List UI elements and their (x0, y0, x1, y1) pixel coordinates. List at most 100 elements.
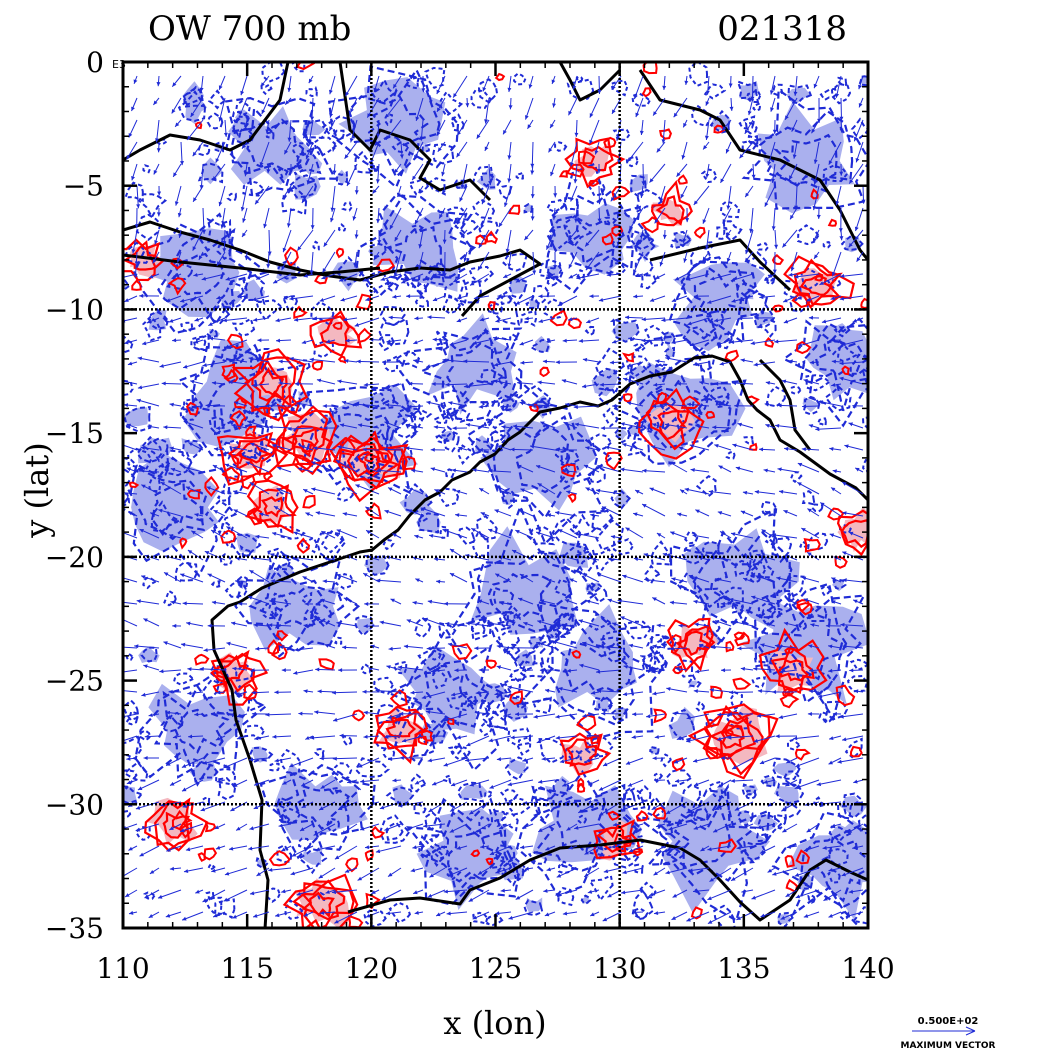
wind-vector-head (125, 893, 130, 897)
negative-contour (664, 346, 676, 359)
wind-vector-head (649, 298, 655, 302)
wind-vector-head (693, 200, 698, 205)
wind-vector-head (519, 341, 524, 346)
wind-vector-head (665, 870, 670, 875)
wind-vector-head (385, 384, 391, 389)
negative-contour (594, 347, 626, 379)
wind-vector-head (635, 490, 640, 494)
wind-vector-head (182, 916, 187, 921)
positive-contour (794, 748, 811, 761)
wind-vector-head (612, 109, 616, 114)
wind-vector-head (268, 425, 273, 430)
wind-vector-head (785, 893, 791, 897)
wind-vector-head (433, 425, 438, 430)
wind-vector-head (168, 689, 173, 694)
wind-vector-head (213, 510, 218, 514)
negative-contour (880, 86, 897, 101)
wind-vector-head (411, 468, 416, 473)
wind-vector-head (194, 712, 199, 717)
negative-contour (576, 268, 585, 279)
wind-vector-head (649, 487, 654, 492)
wind-vector-head (808, 644, 813, 649)
wind-vector-head (260, 82, 265, 87)
positive-contour (351, 709, 366, 722)
wind-vector-head (515, 712, 519, 717)
negative-contour (562, 214, 593, 248)
plot-frame (121, 60, 870, 930)
wind-vector (795, 889, 820, 899)
negative-contour (216, 440, 234, 455)
wind-vector-head (399, 755, 404, 760)
wind-vector-head (632, 712, 637, 717)
negative-contour (744, 789, 757, 800)
negative-contour (659, 635, 674, 646)
wind-vector-head (384, 509, 389, 514)
wind-vector-head (360, 779, 365, 784)
wind-vector-head (338, 668, 343, 673)
wind-vector-head (392, 294, 397, 299)
positive-contour (596, 823, 636, 854)
wind-vector-head (337, 445, 342, 450)
wind-vector-head (600, 426, 605, 431)
wind-vector-head (304, 602, 309, 606)
wind-vector-head (771, 226, 776, 231)
negative-contour (331, 762, 353, 784)
wind-vector-head (661, 318, 666, 323)
negative-contour (751, 676, 767, 688)
wind-vector-head (641, 181, 646, 186)
positive-contour (725, 640, 735, 653)
wind-vector-head (254, 782, 259, 786)
y-tick-label: 0 (86, 46, 104, 79)
positive-contour (717, 838, 738, 853)
wind-vector-head (661, 139, 666, 144)
wind-vector-head (457, 131, 461, 136)
wind-vector-head (199, 87, 204, 92)
negative-contour (268, 592, 290, 619)
wind-vector (837, 757, 864, 763)
negative-contour (494, 844, 516, 864)
positive-contour (221, 363, 236, 381)
wind-vector-head (540, 421, 545, 426)
wind-vector-head (852, 845, 857, 850)
wind-vector-head (303, 623, 308, 628)
positive-contour (277, 931, 291, 942)
positive-fill-region (712, 706, 768, 765)
positive-contour (657, 409, 686, 441)
wind-vector-head (362, 277, 367, 282)
negative-contour (395, 351, 421, 369)
wind-vector-head (530, 444, 535, 449)
negative-contour (700, 168, 718, 184)
wind-vector-head (574, 218, 579, 223)
negative-fill-region (274, 762, 368, 840)
negative-contour (846, 674, 868, 693)
positive-contour (667, 617, 716, 673)
wind-vector-head (574, 825, 579, 830)
wind-vector (641, 503, 666, 517)
wind-vector-head (641, 338, 646, 343)
wind-vector-head (286, 223, 291, 228)
negative-contour (621, 842, 642, 862)
positive-contour (283, 425, 328, 464)
wind-vector-head (281, 847, 286, 852)
negative-fill-region (416, 808, 514, 910)
negative-contour (435, 434, 448, 444)
wind-vector-head (131, 106, 135, 111)
negative-contour (754, 594, 866, 721)
positive-contour (814, 272, 824, 282)
wind-vector-head (797, 343, 803, 347)
positive-contour (162, 811, 191, 839)
negative-contour (631, 888, 655, 921)
positive-contour (131, 279, 142, 291)
wind-vector-head (180, 828, 185, 833)
wind-vector-head (568, 264, 573, 269)
wind-vector-head (858, 103, 863, 108)
negative-contour (417, 646, 446, 675)
wind-vector-head (406, 294, 411, 299)
wind-vector (595, 645, 622, 649)
wind-vector-head (586, 319, 591, 324)
wind-vector (331, 691, 358, 694)
positive-contour (576, 777, 585, 788)
wind-vector (420, 507, 446, 517)
negative-contour (267, 547, 291, 571)
wind-vector-head (256, 872, 261, 876)
